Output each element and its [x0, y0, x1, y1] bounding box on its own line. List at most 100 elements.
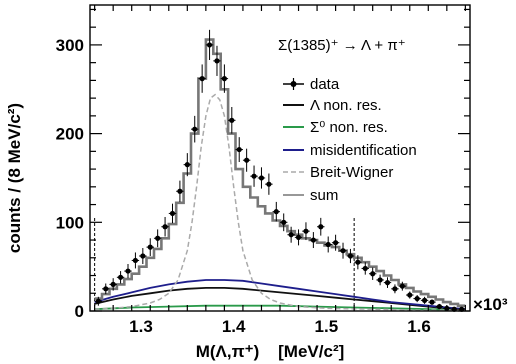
data-point-marker [310, 237, 316, 243]
data-point-marker [132, 257, 139, 264]
data-point-marker [184, 162, 190, 168]
y-axis-label: counts / (8 MeV/c²) [5, 103, 24, 253]
legend-item-misidentification: misidentification [283, 142, 417, 159]
data-point-marker [258, 175, 265, 181]
data-point [102, 283, 110, 295]
data-point-marker [347, 253, 354, 259]
y-tick-label: 0 [75, 302, 84, 321]
legend: data Λ non. res. Σ⁰ non. res. misidentif… [283, 76, 417, 204]
data-point-marker [340, 248, 346, 254]
series-3-curve [94, 279, 466, 311]
series-5-sum-histogram [94, 38, 466, 307]
data-point-marker [384, 280, 391, 286]
legend-item-data: data [283, 76, 340, 93]
data-point [257, 167, 266, 189]
data-point [109, 278, 117, 291]
data-point [420, 296, 429, 304]
data-point-marker [169, 210, 176, 217]
data-point-marker [199, 76, 205, 82]
data-point [153, 229, 162, 248]
data-point [309, 232, 318, 249]
data-point-marker [414, 295, 420, 302]
data-point [287, 226, 295, 243]
data-point [294, 229, 303, 246]
data-point [176, 180, 184, 202]
data-point-marker [103, 286, 109, 292]
data-point-marker [392, 286, 398, 292]
legend-label-misidentification: misidentification [310, 142, 417, 159]
data-point [324, 236, 332, 253]
x-tick-label: 1.3 [129, 317, 153, 336]
data-point [391, 284, 399, 294]
x-tick-label: 1.4 [222, 317, 246, 336]
data-point-marker [251, 173, 257, 179]
legend-item-lambda-non-res: Λ non. res. [283, 97, 382, 114]
x-multiplier-label: ×10³ [473, 295, 508, 314]
data-point-marker [362, 265, 368, 272]
data-point-marker [421, 297, 428, 303]
data-point [302, 222, 310, 241]
data-point-marker [155, 235, 161, 241]
data-point-marker [370, 271, 376, 277]
x-tick-label: 1.6 [407, 317, 431, 336]
y-tick-label: 200 [56, 125, 84, 144]
data-point-marker [436, 303, 443, 310]
data-point [94, 296, 103, 306]
legend-item-sigma0-non-res: Σ⁰ non. res. [283, 119, 388, 136]
data-point-marker [407, 292, 413, 298]
data-point [354, 255, 362, 270]
data-point [413, 295, 421, 303]
data-point [406, 291, 414, 299]
data-point-marker [192, 126, 198, 132]
data-point [198, 64, 206, 93]
legend-label-breit-wigner: Breit-Wigner [310, 164, 393, 181]
data-point [124, 263, 132, 279]
data-point [339, 242, 347, 259]
data-point-marker [266, 181, 272, 187]
legend-label-sigma0-non-res: Σ⁰ non. res. [310, 119, 388, 136]
data-point-marker [229, 117, 235, 123]
data-point [428, 299, 436, 305]
data-point [131, 252, 140, 269]
data-point [191, 115, 199, 143]
plot-area [94, 29, 466, 312]
data-point [361, 262, 369, 275]
data-point [376, 274, 384, 286]
legend-label-lambda-non-res: Λ non. res. [310, 97, 382, 114]
data-point-marker [355, 259, 361, 265]
data-point [317, 217, 325, 236]
x-axis-label: M(Λ,π⁺) [MeV/c²] [196, 342, 345, 361]
data-point-marker [273, 209, 279, 215]
data-point-marker [303, 228, 309, 234]
legend-label-sum: sum [310, 187, 338, 204]
data-point-marker [244, 157, 250, 163]
data-point [220, 64, 229, 93]
data-point [205, 29, 214, 60]
data-point-marker [221, 76, 227, 82]
data-point-marker [147, 244, 153, 250]
data-point-marker [162, 224, 168, 230]
data-point-marker [399, 283, 405, 289]
data-point-marker [333, 240, 339, 246]
data-point [235, 137, 243, 162]
data-point [116, 271, 125, 284]
data-point [265, 173, 273, 195]
data-point-marker [281, 219, 287, 225]
legend-label-data: data [310, 76, 340, 93]
data-point-marker [110, 281, 116, 287]
data-point [435, 303, 444, 310]
data-point-marker [206, 42, 213, 48]
y-tick-label: 100 [56, 213, 84, 232]
axes [89, 4, 471, 312]
data-point-marker [236, 146, 242, 153]
data-point [139, 248, 147, 264]
data-point-marker [288, 232, 294, 238]
data-point [250, 165, 258, 187]
x-tick-label: 1.5 [315, 317, 339, 336]
data-point [168, 203, 177, 224]
data-point-marker [318, 224, 324, 230]
data-point [331, 234, 340, 251]
data-point [146, 238, 154, 257]
data-point [383, 277, 392, 288]
